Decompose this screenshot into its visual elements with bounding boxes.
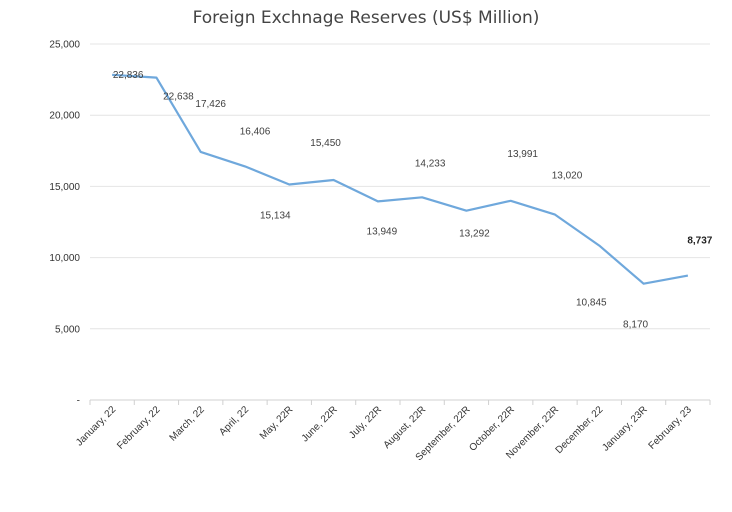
- data-label: 14,233: [415, 158, 446, 169]
- x-tick-label: February, 23: [647, 404, 695, 452]
- data-label: 8,170: [623, 320, 648, 331]
- x-tick-label: July, 22R: [347, 404, 384, 441]
- y-tick-label: 15,000: [49, 182, 80, 193]
- x-tick-label: March, 22: [168, 404, 208, 444]
- data-label: 16,406: [240, 126, 271, 137]
- x-tick-label: January, 22: [74, 404, 119, 449]
- x-tick-label: February, 22: [115, 404, 163, 452]
- x-tick-label: December, 22: [554, 404, 606, 456]
- x-tick-label: January, 23R: [600, 404, 649, 453]
- data-label: 17,426: [195, 99, 226, 110]
- data-label: 10,845: [576, 298, 607, 309]
- x-tick-label: April, 22: [217, 404, 251, 438]
- data-label: 22,638: [163, 92, 194, 103]
- x-tick-label: October, 22R: [467, 404, 516, 453]
- y-tick-label: 10,000: [49, 253, 80, 264]
- data-label: 22,836: [113, 70, 144, 81]
- x-tick-label: June, 22R: [300, 404, 340, 444]
- y-axis-ticks: - 5,000 10,000 15,000 20,000 25,000: [49, 40, 80, 407]
- x-tick-label: August, 22R: [382, 404, 429, 451]
- y-tick-label: 5,000: [55, 324, 80, 335]
- data-label: 8,737: [687, 236, 712, 247]
- data-label: 15,134: [260, 210, 291, 221]
- y-tick-label: 25,000: [49, 40, 80, 51]
- data-label: 13,991: [507, 149, 538, 160]
- data-label: 13,949: [367, 226, 398, 237]
- chart-title: Foreign Exchnage Reserves (US$ Million): [192, 8, 540, 28]
- data-label: 15,450: [310, 138, 341, 149]
- data-label: 13,020: [552, 171, 583, 182]
- y-tick-label: 20,000: [49, 111, 80, 122]
- series-line: [112, 73, 689, 285]
- x-tick-label: May, 22R: [258, 404, 296, 442]
- y-tick-label: -: [77, 396, 80, 407]
- data-label: 13,292: [459, 229, 490, 240]
